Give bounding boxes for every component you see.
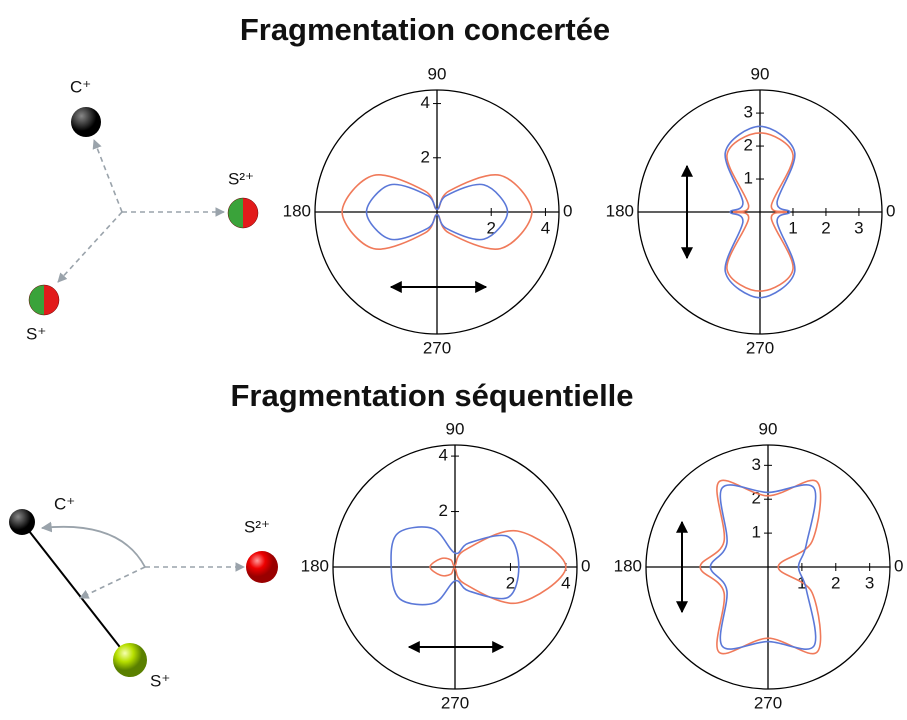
r-tick-label: 2 [439, 501, 448, 520]
angle-label: 90 [751, 64, 770, 83]
r-tick-label: 3 [854, 218, 863, 237]
angle-label: 180 [606, 201, 634, 220]
polar-curve [699, 479, 822, 655]
r-tick-label: 3 [865, 573, 874, 592]
atom-label: S²⁺ [244, 517, 270, 536]
polar-curve [390, 526, 520, 606]
angle-label: 270 [746, 338, 774, 357]
atom-label: S⁺ [26, 324, 46, 343]
r-tick-label: 2 [752, 489, 761, 508]
angle-label: 0 [886, 201, 895, 220]
angle-label: 270 [754, 693, 782, 712]
r-tick-label: 2 [421, 147, 430, 166]
polar-curve [709, 484, 817, 650]
r-tick-label: 2 [744, 136, 753, 155]
r-tick-label: 2 [486, 218, 495, 237]
atom-label: C⁺ [54, 494, 75, 513]
r-tick-label: 2 [506, 573, 515, 592]
r-tick-label: 4 [541, 218, 550, 237]
angle-label: 90 [446, 419, 465, 438]
polar-curve [365, 183, 509, 241]
title: Fragmentation séquentielle [230, 378, 633, 413]
angle-label: 180 [283, 201, 311, 220]
angle-label: 90 [428, 64, 447, 83]
angle-label: 0 [563, 201, 572, 220]
polar-curve [341, 174, 533, 250]
r-tick-label: 4 [421, 93, 430, 112]
atom-label: C⁺ [70, 77, 91, 96]
r-tick-label: 4 [561, 573, 570, 592]
r-tick-label: 1 [752, 523, 761, 542]
angle-label: 270 [441, 693, 469, 712]
polar-curve [726, 132, 794, 292]
angle-label: 180 [614, 556, 642, 575]
r-tick-label: 2 [821, 218, 830, 237]
angle-label: 90 [759, 419, 778, 438]
polar-curve [429, 529, 567, 605]
angle-label: 180 [301, 556, 329, 575]
r-tick-label: 1 [744, 169, 753, 188]
diagram: C⁺ S²⁺ S⁺ [26, 77, 259, 343]
angle-label: 0 [581, 556, 590, 575]
r-tick-label: 4 [439, 446, 448, 465]
polar-curve [724, 125, 796, 299]
r-tick-label: 1 [788, 218, 797, 237]
atom-label: S²⁺ [228, 169, 254, 188]
atom-label: S⁺ [150, 671, 170, 690]
angle-label: 270 [423, 338, 451, 357]
angle-label: 0 [894, 556, 903, 575]
r-tick-label: 3 [752, 455, 761, 474]
r-tick-label: 2 [831, 573, 840, 592]
diagram: C⁺ S²⁺ S⁺ [9, 494, 278, 690]
r-tick-label: 3 [744, 103, 753, 122]
title: Fragmentation concertée [240, 12, 610, 47]
